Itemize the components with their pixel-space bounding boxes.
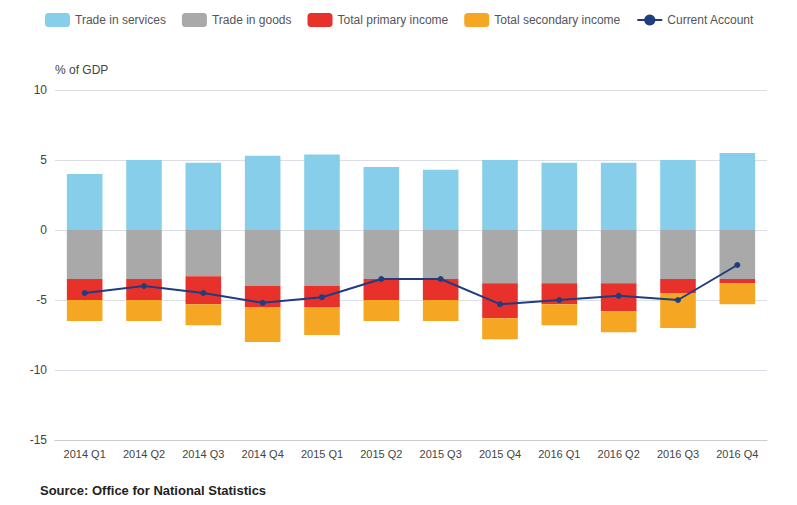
svg-text:Total primary income: Total primary income xyxy=(338,13,449,27)
svg-text:2016 Q2: 2016 Q2 xyxy=(598,448,640,460)
svg-text:2015 Q4: 2015 Q4 xyxy=(479,448,521,460)
svg-text:2016 Q4: 2016 Q4 xyxy=(716,448,758,460)
svg-text:Trade in services: Trade in services xyxy=(75,13,166,27)
svg-text:Trade in goods: Trade in goods xyxy=(212,13,292,27)
svg-text:2014 Q4: 2014 Q4 xyxy=(242,448,284,460)
svg-text:2014 Q2: 2014 Q2 xyxy=(123,448,165,460)
svg-text:Source: Office for National St: Source: Office for National Statistics xyxy=(40,483,266,498)
svg-text:5: 5 xyxy=(40,153,47,167)
svg-text:2014 Q1: 2014 Q1 xyxy=(64,448,106,460)
svg-text:2014 Q3: 2014 Q3 xyxy=(182,448,224,460)
svg-text:10: 10 xyxy=(34,83,48,97)
svg-text:0: 0 xyxy=(40,223,47,237)
svg-text:2015 Q2: 2015 Q2 xyxy=(360,448,402,460)
svg-text:% of GDP: % of GDP xyxy=(55,63,108,77)
svg-text:Total secondary income: Total secondary income xyxy=(494,13,620,27)
svg-text:2016 Q1: 2016 Q1 xyxy=(538,448,580,460)
svg-text:-5: -5 xyxy=(36,293,47,307)
svg-text:2016 Q3: 2016 Q3 xyxy=(657,448,699,460)
svg-text:2015 Q3: 2015 Q3 xyxy=(420,448,462,460)
svg-text:Current Account: Current Account xyxy=(667,13,754,27)
svg-text:-10: -10 xyxy=(30,363,48,377)
svg-text:2015 Q1: 2015 Q1 xyxy=(301,448,343,460)
svg-text:-15: -15 xyxy=(30,433,48,447)
